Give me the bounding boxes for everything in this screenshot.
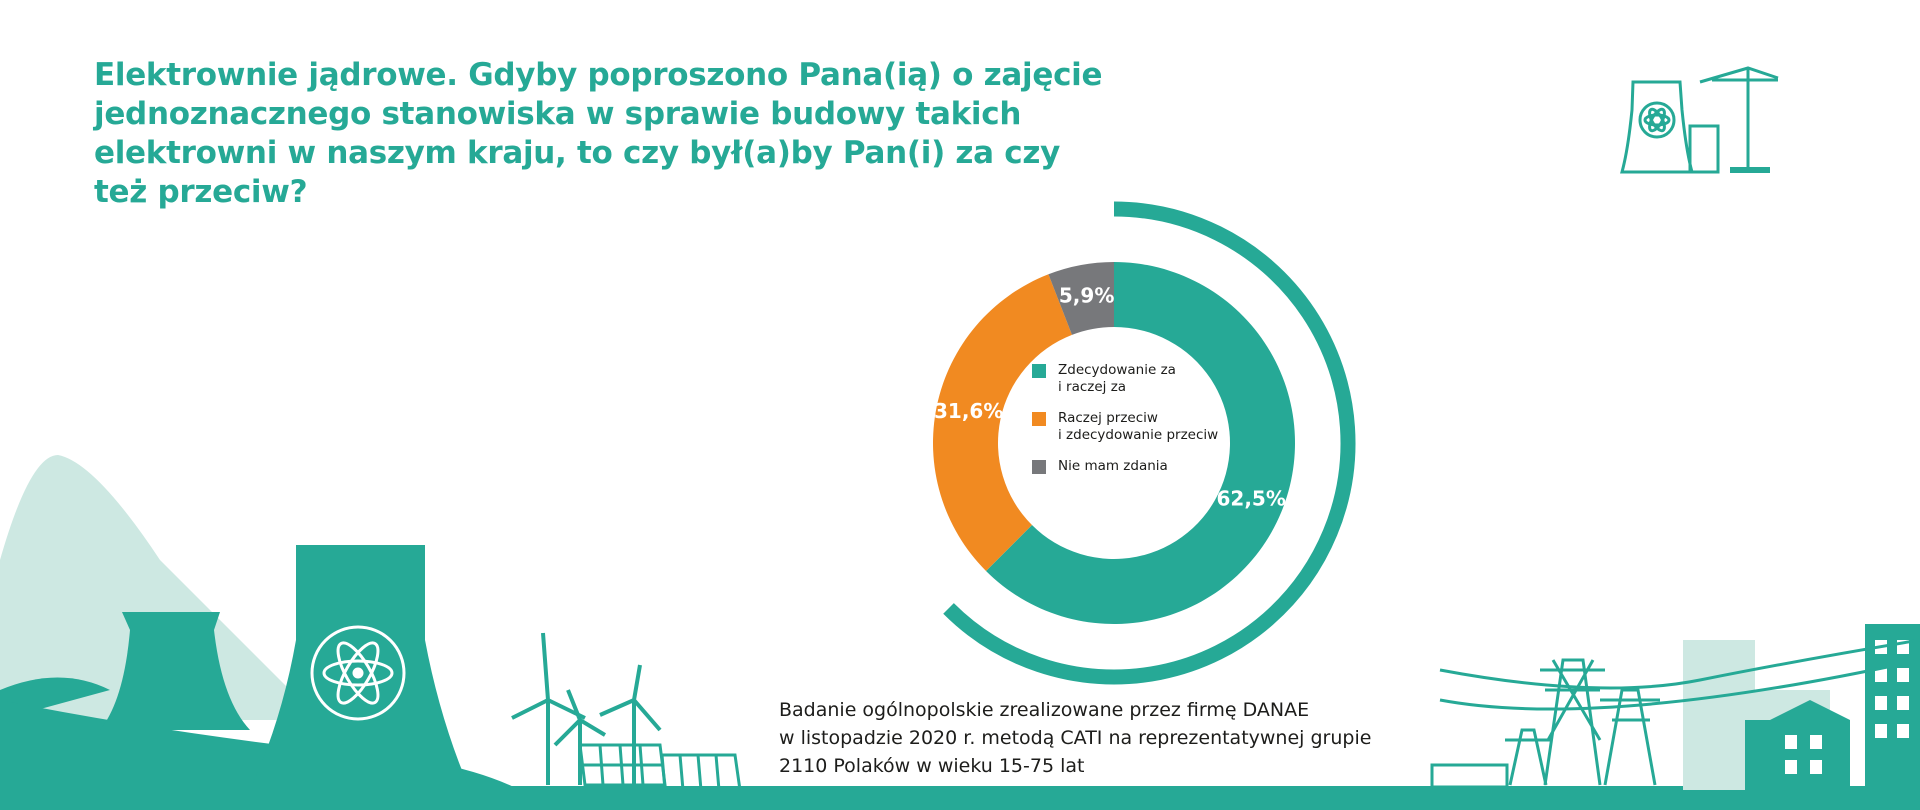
outer-arc (943, 201, 1356, 685)
legend-swatch (1032, 460, 1046, 474)
value-label: 31,6% (934, 399, 1003, 423)
ground-strip (0, 786, 1920, 810)
value-label: 62,5% (1217, 486, 1286, 510)
donut-segment (933, 274, 1072, 571)
donut: 62,5% 31,6% 5,9% (933, 201, 1356, 685)
city-right (1430, 624, 1920, 790)
legend-item: Nie mam zdania (1032, 458, 1242, 475)
legend: Zdecydowanie za i raczej za Raczej przeci… (1032, 362, 1242, 489)
legend-item: Zdecydowanie za i raczej za (1032, 362, 1242, 396)
legend-item: Raczej przeciw i zdecydowanie przeciw (1032, 410, 1242, 444)
footnote: Badanie ogólnopolskie zrealizowane przez… (779, 699, 1372, 777)
skyline-decoration (0, 66, 1920, 810)
cooling-tower (250, 545, 470, 790)
legend-label: Raczej przeciw i zdecydowanie przeciw (1058, 410, 1219, 443)
legend-label: Zdecydowanie za i raczej za (1058, 362, 1176, 395)
solar-panels (578, 743, 742, 792)
wind-turbines (511, 632, 662, 785)
hill (0, 455, 320, 720)
plant-icon (1620, 66, 1779, 174)
chart-title: Elektrownie jądrowe. Gdyby poproszono Pa… (94, 57, 1103, 210)
donut-segment (986, 262, 1295, 625)
atom-icon (310, 625, 406, 721)
donut-segment (1048, 262, 1114, 335)
value-label: 5,9% (1059, 284, 1114, 308)
legend-swatch (1032, 364, 1046, 378)
legend-swatch (1032, 412, 1046, 426)
legend-label: Nie mam zdania (1058, 458, 1168, 474)
cooling-tower (100, 612, 250, 730)
